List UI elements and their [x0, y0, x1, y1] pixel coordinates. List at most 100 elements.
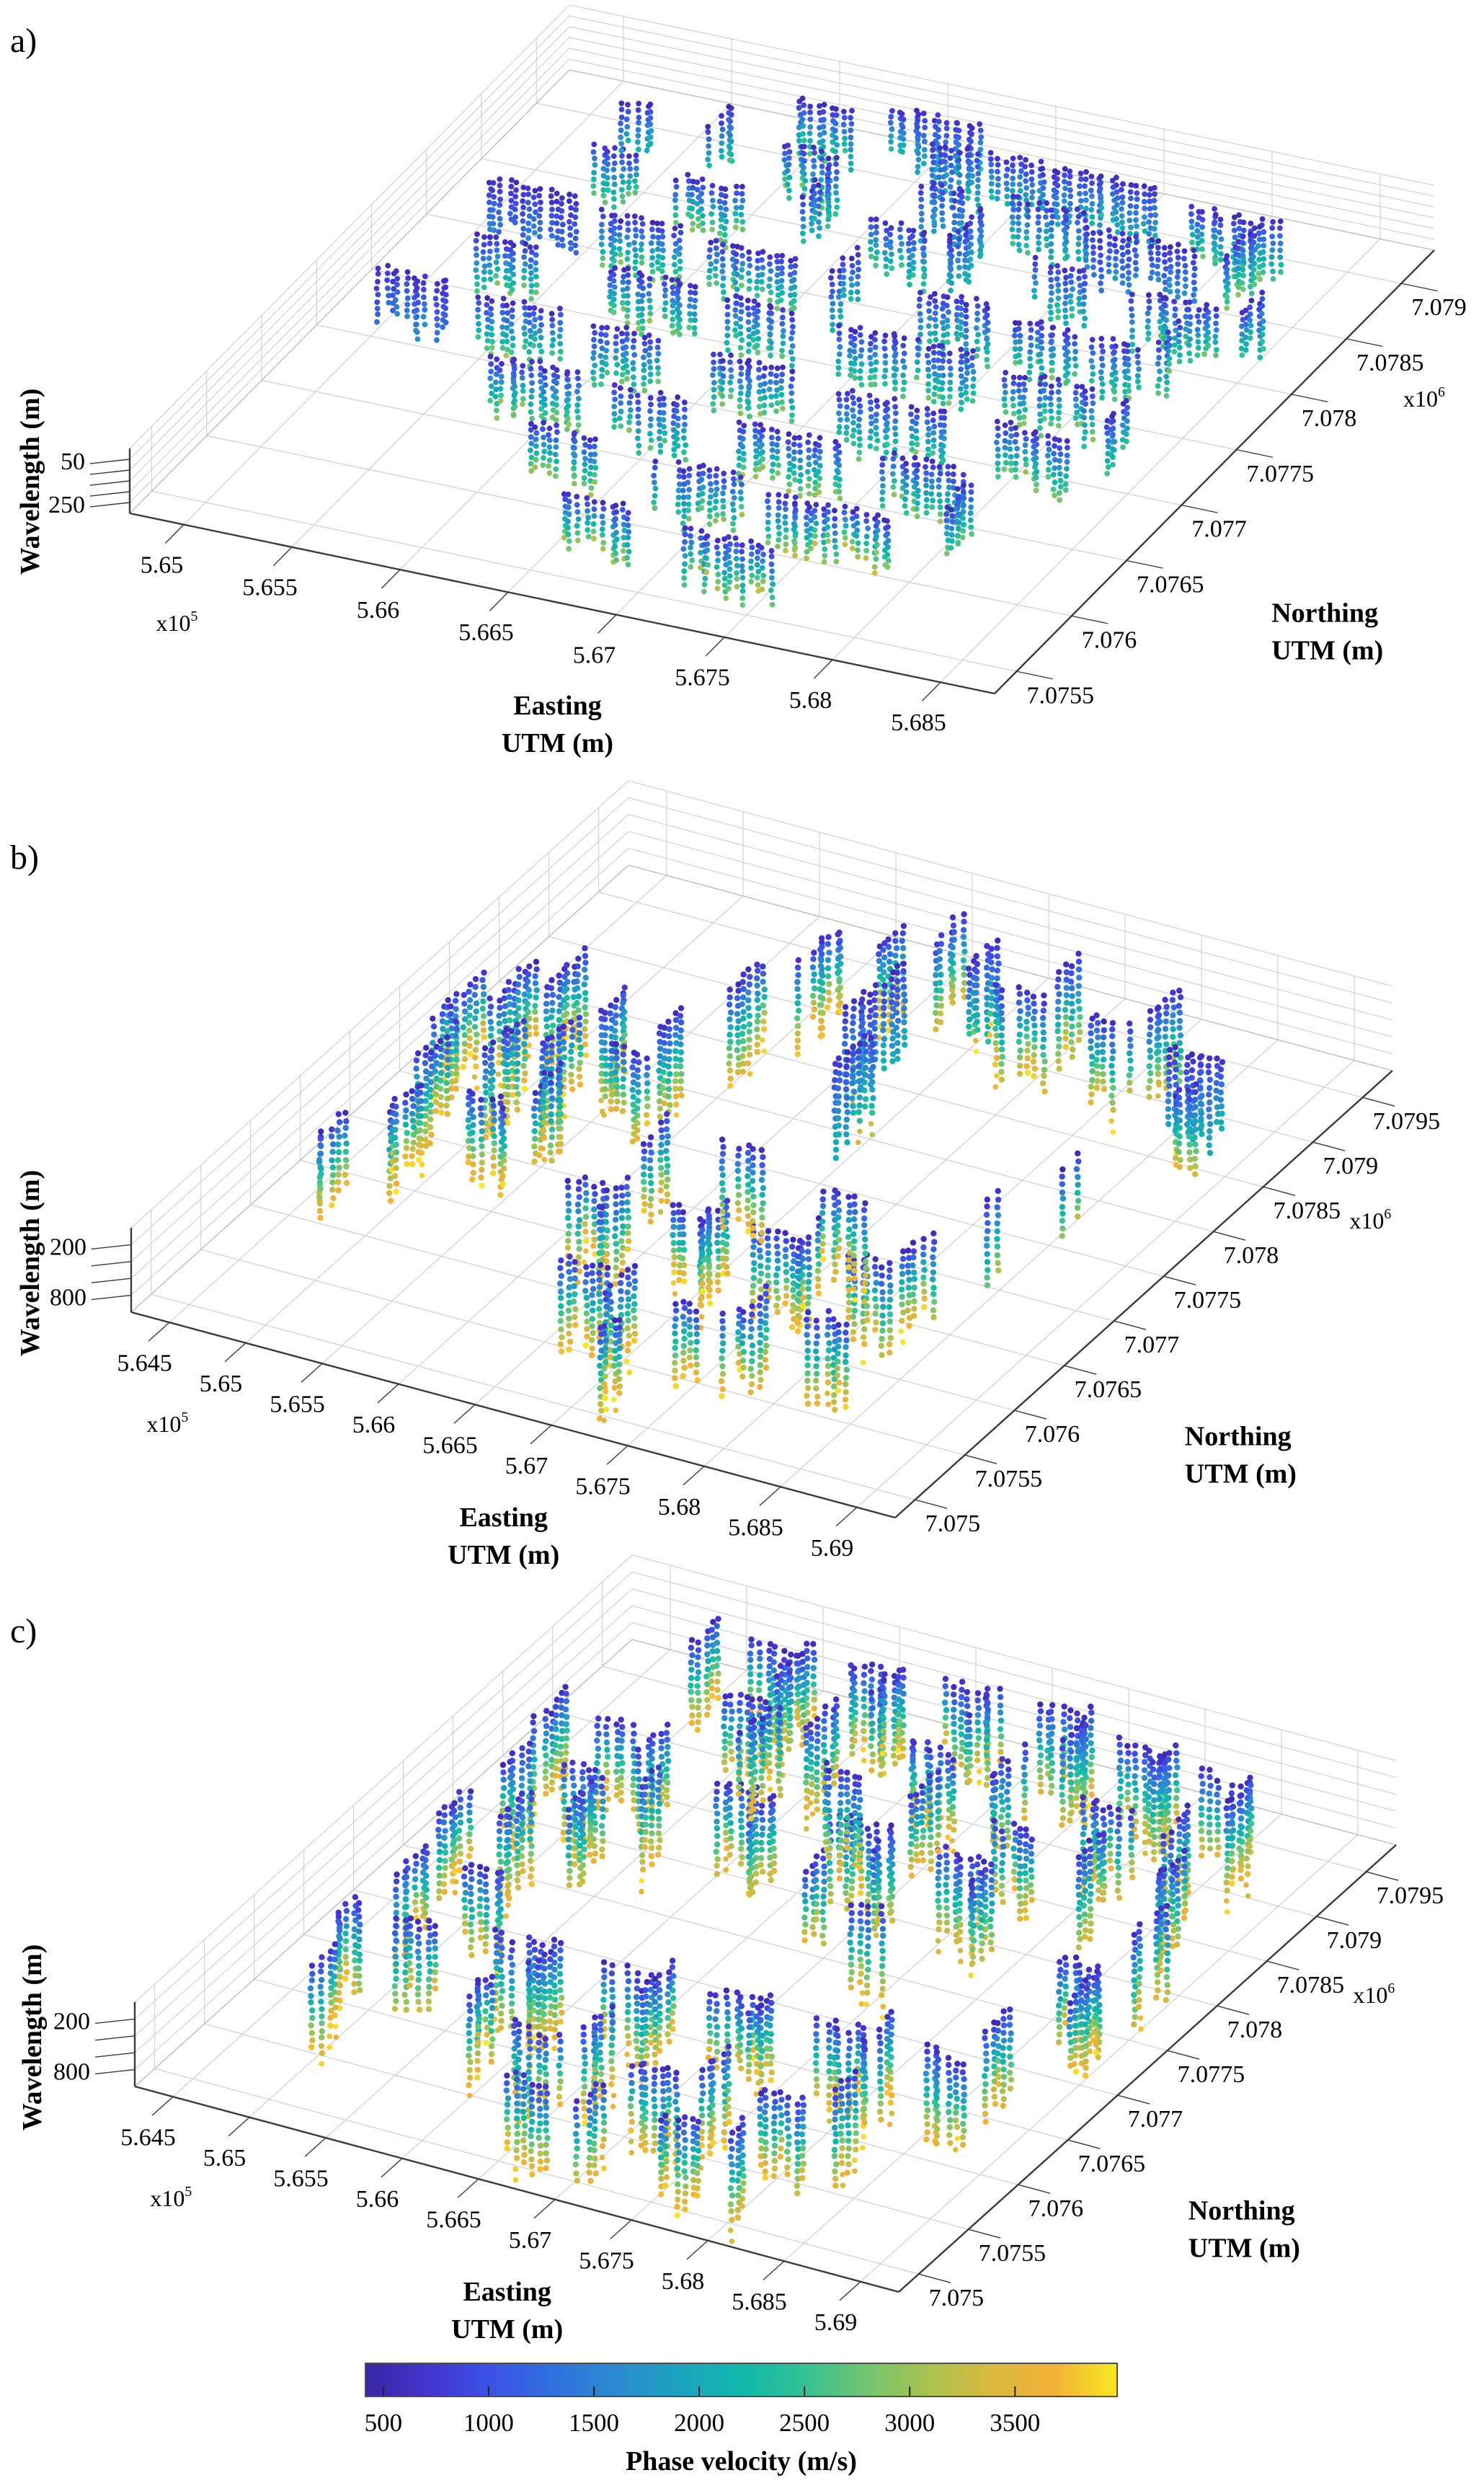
z-axis-title: Wavelength (m) — [17, 1944, 48, 2131]
x-axis-title: Easting — [463, 2277, 551, 2307]
panel-c-tick-labels: 5.645 5.65 5.655 5.66 5.665 5.67 5.675 5.68 5.68… — [53, 1882, 1444, 2336]
panel-b-scatter — [316, 911, 1226, 1423]
x-tick-label: 5.655 — [273, 2165, 329, 2192]
y-tick-label: 7.0765 — [1075, 1376, 1142, 1403]
panel-a-tick-labels: 5.65 5.655 5.66 5.665 5.67 5.675 5.68 5.685 7.07… — [48, 294, 1467, 736]
z-axis-title: Wavelength (m) — [15, 389, 45, 575]
colorbar-tick-label: 2500 — [779, 2409, 830, 2437]
y-tick-label: 7.078 — [1224, 1242, 1279, 1269]
y-axis-exponent: x106 — [1403, 384, 1445, 412]
y-axis-title: UTM (m) — [1188, 2234, 1300, 2264]
panel-c-floor-grid — [134, 1639, 1397, 2293]
y-tick-label: 7.079 — [1411, 294, 1467, 321]
colorbar-tick-label: 3500 — [990, 2409, 1040, 2437]
y-tick-label: 7.078 — [1227, 2017, 1283, 2043]
y-tick-label: 7.0775 — [1247, 461, 1315, 487]
y-tick-label: 7.079 — [1327, 1927, 1382, 1954]
colorbar-title: Phase velocity (m/s) — [626, 2446, 857, 2477]
panel-letter: b) — [10, 838, 39, 877]
x-tick-label: 5.67 — [573, 642, 616, 668]
z-tick-label: 50 — [61, 448, 85, 475]
panel-a-scatter — [373, 95, 1284, 608]
panel-a: 5.65 5.655 5.66 5.665 5.67 5.675 5.68 5.685 7.07… — [10, 4, 1467, 758]
x-tick-label: 5.665 — [422, 1432, 478, 1459]
x-tick-label: 5.675 — [675, 665, 730, 691]
x-tick-label: 5.655 — [270, 1391, 325, 1417]
y-tick-label: 7.0795 — [1373, 1108, 1441, 1135]
x-tick-label: 5.675 — [575, 1473, 631, 1500]
y-tick-label: 7.076 — [1028, 2195, 1084, 2222]
x-tick-label: 5.685 — [891, 709, 946, 736]
x-tick-label: 5.67 — [505, 1453, 548, 1479]
colorbar-tick-label: 1500 — [569, 2409, 619, 2437]
x-axis-title: UTM (m) — [448, 1540, 559, 1570]
y-tick-label: 7.077 — [1124, 1332, 1180, 1358]
panel-c: 5.645 5.65 5.655 5.66 5.665 5.67 5.675 5.68 5.68… — [10, 1554, 1444, 2345]
x-tick-label: 5.66 — [352, 1412, 396, 1438]
y-axis-exponent: x106 — [1353, 1980, 1395, 2008]
x-tick-label: 5.66 — [356, 2186, 399, 2213]
y-tick-label: 7.0755 — [979, 2240, 1047, 2267]
y-tick-label: 7.079 — [1323, 1153, 1379, 1179]
x-tick-label: 5.645 — [117, 1350, 172, 1376]
panel-c-wall-grid — [134, 1554, 1397, 2071]
y-tick-label: 7.0755 — [975, 1466, 1043, 1492]
y-tick-label: 7.0785 — [1274, 1198, 1341, 1224]
y-tick-label: 7.0795 — [1377, 1882, 1444, 1909]
y-axis-title: Northing — [1188, 2196, 1295, 2226]
x-tick-label: 5.68 — [789, 687, 832, 714]
panel-b-tick-labels: 5.645 5.65 5.655 5.66 5.665 5.67 5.675 5.68 5.68… — [50, 1108, 1440, 1562]
x-axis-title: UTM (m) — [502, 728, 613, 758]
x-tick-label: 5.645 — [120, 2124, 176, 2151]
y-tick-label: 7.076 — [1082, 627, 1137, 653]
y-axis-title: Northing — [1185, 1422, 1292, 1452]
x-tick-label: 5.685 — [728, 1514, 783, 1541]
panel-b-wall-grid — [130, 780, 1393, 1296]
y-axis-title: Northing — [1271, 598, 1378, 629]
z-tick-label: 200 — [53, 2008, 90, 2035]
panel-b: 5.645 5.65 5.655 5.66 5.665 5.67 5.675 5.68 5.68… — [10, 780, 1440, 1570]
y-tick-label: 7.0755 — [1027, 682, 1095, 709]
y-tick-label: 7.077 — [1191, 516, 1247, 543]
x-tick-label: 5.69 — [814, 2309, 858, 2336]
y-axis-title: UTM (m) — [1271, 636, 1383, 666]
panel-a-axis-titles: Easting UTM (m) Northing UTM (m) Wavelength … — [10, 22, 1383, 758]
y-tick-label: 7.076 — [1025, 1421, 1080, 1448]
y-tick-label: 7.078 — [1302, 405, 1357, 432]
panel-c-axis-titles: Easting UTM (m) Northing UTM (m) Wavelength … — [10, 1612, 1300, 2345]
x-tick-label: 5.665 — [458, 619, 514, 646]
colorbar-tick-label: 3000 — [884, 2409, 935, 2437]
colorbar-tick-label: 2000 — [674, 2409, 724, 2437]
y-tick-label: 7.077 — [1128, 2106, 1183, 2133]
x-tick-label: 5.68 — [662, 2268, 705, 2295]
y-tick-label: 7.0785 — [1356, 350, 1424, 376]
panel-letter: c) — [10, 1612, 37, 1650]
panel-a-wall-grid — [129, 4, 1435, 503]
y-tick-label: 7.075 — [929, 2285, 985, 2311]
colorbar-tick-label: 1000 — [463, 2409, 514, 2437]
x-tick-label: 5.66 — [357, 597, 400, 624]
x-axis-exponent: x105 — [146, 1409, 188, 1437]
x-tick-label: 5.675 — [579, 2247, 634, 2274]
x-tick-label: 5.68 — [658, 1494, 701, 1521]
x-axis-title: Easting — [513, 691, 601, 721]
x-axis-exponent: x105 — [150, 2184, 192, 2211]
x-axis-title: UTM (m) — [451, 2314, 563, 2345]
y-axis-exponent: x106 — [1349, 1206, 1391, 1234]
y-tick-label: 7.075 — [925, 1510, 981, 1537]
y-tick-label: 7.0785 — [1277, 1972, 1345, 1999]
colorbar: 500 1000 1500 2000 2500 3000 3500 Phase velocit… — [365, 2363, 1118, 2477]
colorbar-tick-label: 500 — [365, 2409, 403, 2437]
panel-b-axis-titles: Easting UTM (m) Northing UTM (m) Wavelength … — [10, 838, 1297, 1570]
x-tick-label: 5.665 — [426, 2206, 481, 2233]
x-tick-label: 5.655 — [242, 575, 298, 601]
x-tick-label: 5.67 — [509, 2227, 552, 2254]
z-axis-title: Wavelength (m) — [15, 1170, 45, 1357]
x-tick-label: 5.65 — [141, 552, 184, 578]
z-tick-label: 800 — [53, 2059, 90, 2086]
y-tick-label: 7.0765 — [1078, 2151, 1146, 2177]
y-tick-label: 7.0775 — [1178, 2061, 1245, 2088]
y-tick-label: 7.0765 — [1137, 572, 1204, 598]
